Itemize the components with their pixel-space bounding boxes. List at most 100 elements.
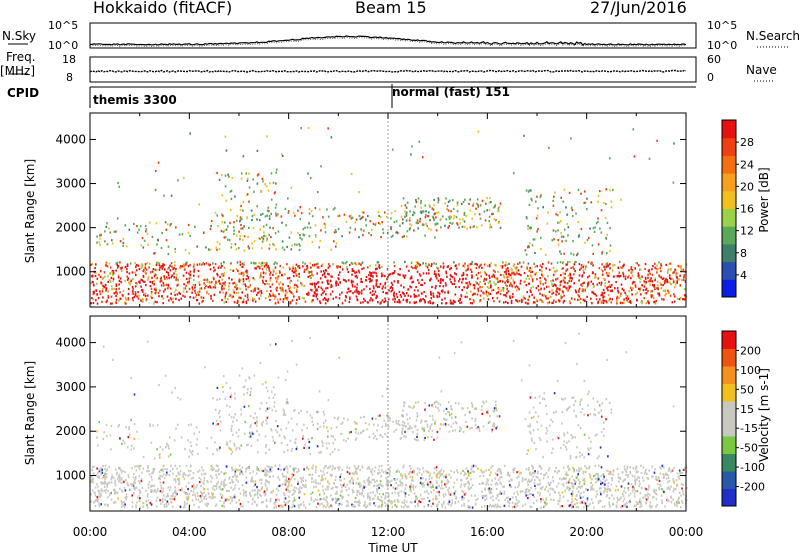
scatter-cell xyxy=(192,472,195,475)
scatter-cell xyxy=(633,488,635,491)
scatter-cell xyxy=(246,216,248,219)
scatter-cell xyxy=(379,483,382,486)
scatter-cell xyxy=(556,287,558,290)
scatter-cell xyxy=(280,504,282,507)
scatter-cell xyxy=(638,476,640,479)
scatter-cell xyxy=(468,202,470,206)
scatter-cell xyxy=(286,263,288,266)
scatter-cell xyxy=(662,473,664,476)
scatter-cell xyxy=(117,274,120,277)
scatter-cell xyxy=(505,283,507,286)
nsky-top-tick: 10^5 xyxy=(48,19,79,32)
scatter-cell xyxy=(457,471,459,474)
scatter-cell xyxy=(162,263,164,266)
scatter-cell xyxy=(116,261,119,264)
scatter-cell xyxy=(467,284,469,287)
scatter-cell xyxy=(505,292,508,295)
scatter-cell xyxy=(100,282,103,285)
scatter-cell xyxy=(530,505,533,508)
scatter-cell xyxy=(528,277,530,280)
scatter-cell xyxy=(197,269,200,273)
scatter-cell xyxy=(390,290,393,293)
scatter-cell xyxy=(291,493,294,496)
scatter-cell xyxy=(514,286,517,289)
scatter-cell xyxy=(256,182,259,185)
scatter-cell xyxy=(500,492,503,495)
scatter-cell xyxy=(446,479,449,482)
scatter-cell xyxy=(516,490,518,494)
scatter-cell xyxy=(136,231,139,234)
scatter-cell xyxy=(668,479,671,483)
scatter-cell xyxy=(669,267,672,270)
scatter-cell xyxy=(427,504,429,507)
scatter-cell xyxy=(419,210,422,213)
scatter-cell xyxy=(254,501,256,504)
scatter-cell xyxy=(558,491,560,494)
scatter-cell xyxy=(158,268,161,271)
scatter-cell xyxy=(240,505,242,508)
scatter-cell xyxy=(623,465,626,468)
scatter-cell xyxy=(577,491,580,494)
scatter-cell xyxy=(527,298,530,301)
scatter-cell xyxy=(623,289,625,292)
scatter-cell xyxy=(157,161,160,164)
scatter-cell xyxy=(539,482,541,485)
scatter-cell xyxy=(576,487,578,490)
scatter-cell xyxy=(509,484,511,487)
scatter-cell xyxy=(514,502,516,505)
scatter-cell xyxy=(408,471,411,474)
scatter-cell xyxy=(188,287,191,290)
scatter-cell xyxy=(465,282,468,285)
scatter-cell xyxy=(409,464,411,468)
scatter-cell xyxy=(619,294,622,297)
scatter-cell xyxy=(494,483,497,486)
scatter-cell xyxy=(511,295,514,299)
scatter-cell xyxy=(488,293,490,296)
scatter-cell xyxy=(337,283,339,286)
scatter-cell xyxy=(461,498,463,501)
scatter-cell xyxy=(358,499,361,502)
scatter-cell xyxy=(453,277,456,280)
scatter-cell xyxy=(593,506,595,509)
scatter-cell xyxy=(451,222,453,225)
scatter-cell xyxy=(633,281,636,284)
scatter-cell xyxy=(258,265,261,269)
scatter-cell xyxy=(428,227,430,230)
scatter-cell xyxy=(512,293,514,296)
scatter-cell xyxy=(478,266,480,269)
scatter-cell xyxy=(266,135,268,138)
scatter-cell xyxy=(541,266,543,269)
scatter-cell xyxy=(403,275,405,278)
scatter-cell xyxy=(203,497,205,500)
scatter-cell xyxy=(418,294,420,297)
scatter-cell xyxy=(422,297,424,301)
scatter-cell xyxy=(515,266,518,269)
scatter-cell xyxy=(524,249,527,252)
scatter-cell xyxy=(414,264,417,267)
scatter-cell xyxy=(571,500,574,503)
scatter-cell xyxy=(220,282,222,286)
scatter-cell xyxy=(268,465,270,468)
scatter-cell xyxy=(403,490,405,493)
scatter-cell xyxy=(224,135,227,138)
scatter-cell xyxy=(368,277,370,280)
scatter-cell xyxy=(415,221,418,224)
scatter-cell xyxy=(453,217,455,220)
scatter-cell xyxy=(344,485,347,488)
scatter-cell xyxy=(534,301,536,304)
scatter-cell xyxy=(124,280,126,283)
scatter-cell xyxy=(92,301,95,305)
scatter-cell xyxy=(204,283,206,287)
scatter-cell xyxy=(508,480,511,483)
scatter-cell xyxy=(270,236,272,239)
scatter-cell xyxy=(202,487,205,490)
scatter-cell xyxy=(371,473,374,476)
scatter-cell xyxy=(106,299,108,302)
scatter-cell xyxy=(484,219,487,222)
scatter-cell xyxy=(540,487,543,490)
scatter-cell xyxy=(645,468,647,471)
scatter-cell xyxy=(362,301,364,304)
scatter-cell xyxy=(269,182,271,185)
scatter-cell xyxy=(299,217,302,221)
scatter-cell xyxy=(655,300,658,303)
